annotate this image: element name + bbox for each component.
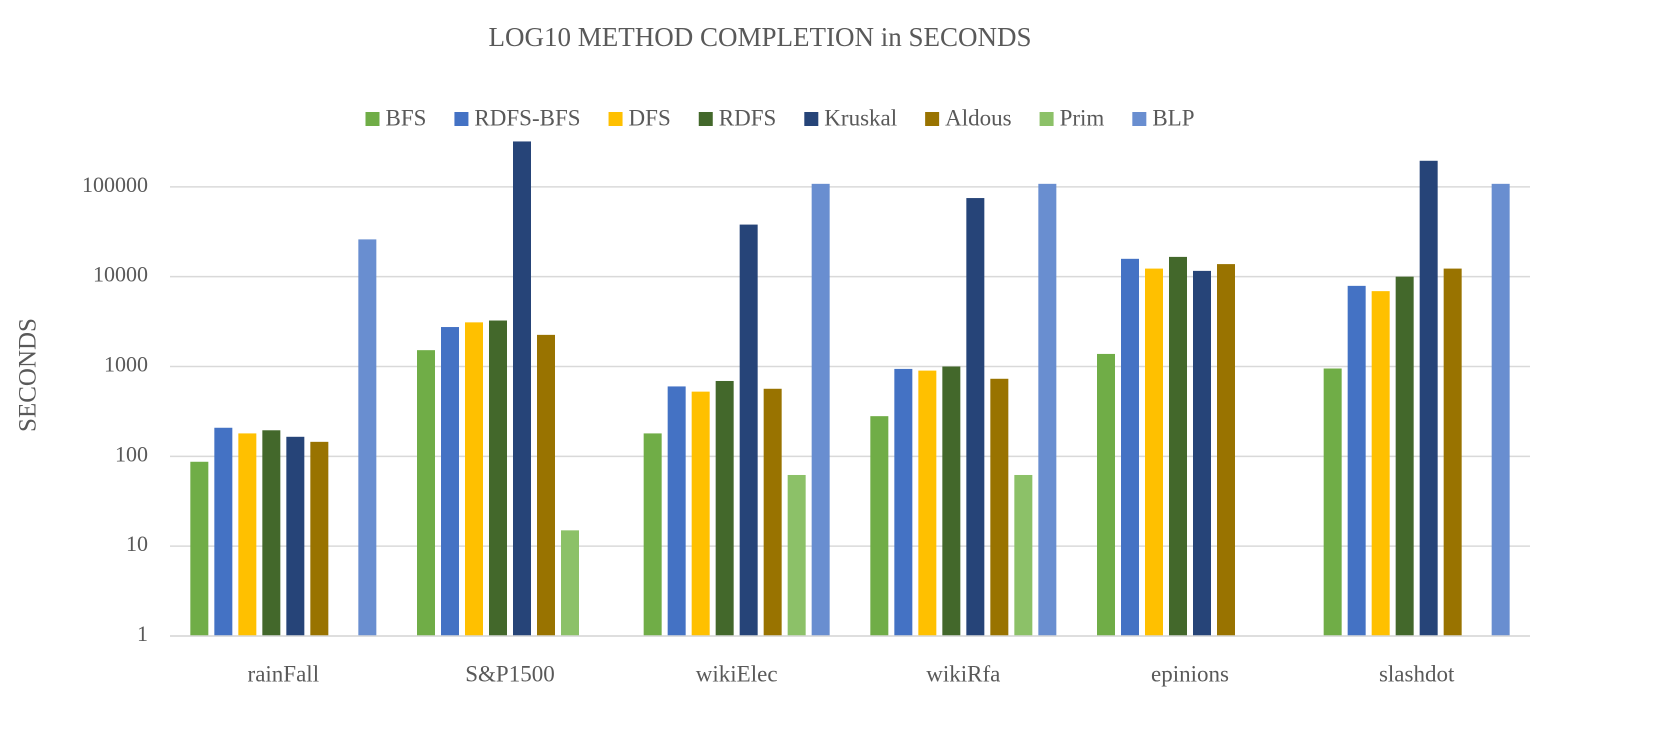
bar bbox=[715, 380, 734, 636]
bar bbox=[1014, 474, 1033, 636]
chart-title: LOG10 METHOD COMPLETION in SECONDS bbox=[488, 22, 1031, 52]
legend-swatch bbox=[454, 112, 469, 126]
bar bbox=[1097, 353, 1115, 636]
x-tick-label: S&P1500 bbox=[465, 661, 554, 686]
bar bbox=[787, 474, 806, 636]
bar bbox=[1443, 268, 1462, 636]
legend-label: Prim bbox=[1060, 105, 1105, 130]
legend-label: RDFS-BFS bbox=[474, 105, 580, 130]
bar bbox=[811, 183, 830, 637]
bar bbox=[894, 368, 913, 636]
x-tick-label: wikiRfa bbox=[926, 661, 1000, 686]
y-tick-label: 1 bbox=[137, 621, 148, 646]
bar bbox=[465, 322, 483, 636]
x-tick-label: rainFall bbox=[248, 661, 320, 686]
bar bbox=[1323, 368, 1342, 636]
x-tick-label: epinions bbox=[1151, 661, 1229, 686]
bar bbox=[1371, 291, 1390, 636]
bar bbox=[190, 461, 209, 636]
bar bbox=[1121, 258, 1139, 636]
bar bbox=[238, 433, 257, 636]
legend-label: Kruskal bbox=[824, 105, 897, 130]
legend-swatch bbox=[804, 112, 819, 126]
legend-label: DFS bbox=[629, 105, 671, 130]
legend-label: Aldous bbox=[945, 105, 1012, 130]
bar bbox=[918, 370, 937, 636]
bar bbox=[1347, 285, 1366, 636]
legend-swatch bbox=[698, 112, 713, 126]
bar bbox=[1491, 183, 1510, 637]
legend-swatch bbox=[365, 112, 380, 126]
legend-swatch bbox=[1039, 112, 1054, 126]
y-tick-label: 100 bbox=[115, 441, 148, 466]
y-tick-label: 10000 bbox=[93, 262, 148, 287]
bar bbox=[262, 430, 281, 636]
bar bbox=[310, 441, 329, 636]
bar bbox=[537, 334, 555, 636]
legend-swatch bbox=[608, 112, 623, 126]
legend-swatch bbox=[1132, 112, 1147, 126]
x-tick-label: slashdot bbox=[1379, 661, 1455, 686]
bar bbox=[942, 366, 961, 636]
bar bbox=[489, 320, 507, 636]
bar bbox=[763, 388, 782, 636]
bar bbox=[739, 224, 758, 637]
bar bbox=[643, 433, 662, 636]
bar bbox=[1145, 268, 1163, 636]
bar bbox=[1169, 256, 1187, 636]
bar bbox=[441, 327, 459, 636]
legend-label: RDFS bbox=[719, 105, 777, 130]
y-axis-label: SECONDS bbox=[15, 318, 42, 432]
y-tick-label: 10 bbox=[126, 531, 148, 556]
bar bbox=[1419, 160, 1438, 636]
bar bbox=[667, 386, 686, 636]
bar bbox=[214, 427, 233, 636]
bar bbox=[1038, 183, 1057, 637]
bar bbox=[870, 416, 889, 636]
legend-label: BFS bbox=[385, 105, 426, 130]
y-tick-label: 100000 bbox=[82, 172, 148, 197]
y-tick-label: 1000 bbox=[104, 352, 148, 377]
bar bbox=[990, 378, 1009, 636]
bar bbox=[513, 141, 531, 636]
bar bbox=[691, 391, 710, 636]
bar bbox=[966, 198, 985, 636]
x-tick-label: wikiElec bbox=[696, 661, 778, 686]
bar bbox=[561, 530, 579, 636]
bar bbox=[1217, 264, 1235, 636]
bar bbox=[286, 436, 305, 636]
bar bbox=[1193, 270, 1211, 636]
legend-label: BLP bbox=[1152, 105, 1194, 130]
bar bbox=[417, 350, 435, 636]
bar bbox=[1395, 276, 1414, 636]
bar bbox=[358, 239, 377, 636]
legend-swatch bbox=[925, 112, 940, 126]
